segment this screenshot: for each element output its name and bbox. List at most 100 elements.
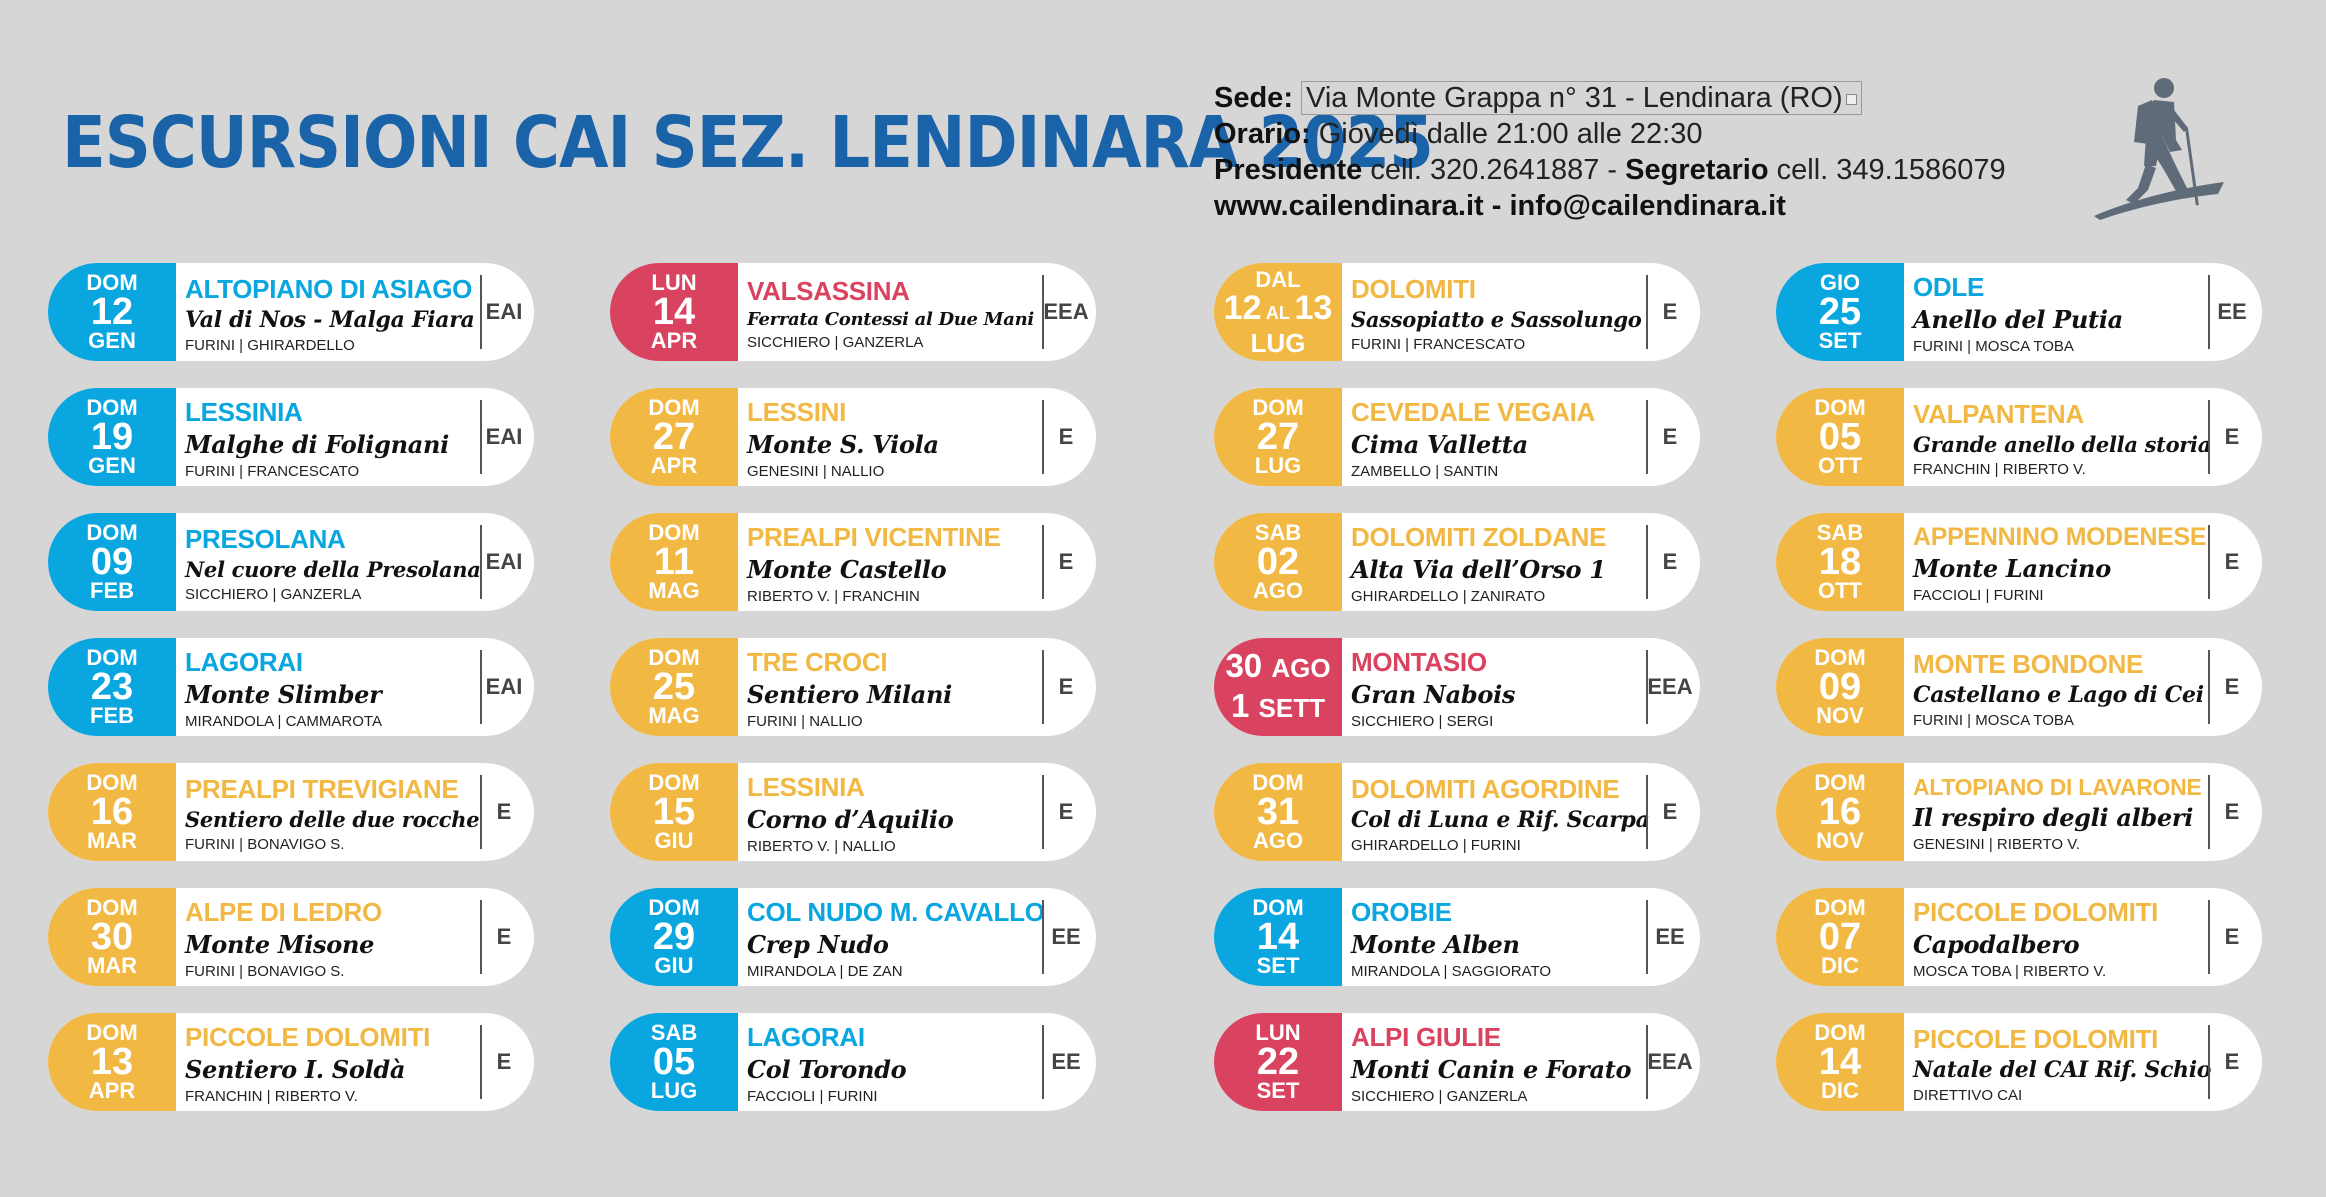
event-day-end: 13 [1294, 288, 1333, 327]
event-area: COL NUDO M. CAVALLO [747, 897, 1045, 927]
event-leaders: MOSCA TOBA | RIBERTO V. [1913, 963, 2107, 980]
event-card: DOM 19 GEN LESSINIA Malghe di Folignani FURIN… [48, 388, 534, 486]
event-area: DOLOMITI [1351, 274, 1476, 304]
event-date-badge: DOM 25 MAG [610, 638, 738, 736]
event-date-badge: LUN 14 APR [610, 263, 738, 361]
event-area: LESSINI [747, 397, 847, 427]
event-dow: DAL [1255, 266, 1301, 292]
event-leaders: FURINI | MOSCA TOBA [1913, 711, 2074, 729]
event-day: 13 [90, 1041, 134, 1083]
event-details: ODLE Anello del Putia FURINI | MOSCA TOBA [1904, 263, 2208, 361]
event-date-badge: DOM 16 MAR [48, 763, 176, 861]
event-day: 30 [90, 916, 134, 958]
event-card: DOM 16 MAR PREALPI TREVIGIANE Sentiero delle… [48, 763, 534, 861]
event-date-badge: 30 AGO 1 SETT [1214, 638, 1342, 736]
event-month: SET [1818, 328, 1862, 353]
presidente-label: Presidente [1214, 154, 1363, 186]
event-month: SET [1256, 953, 1300, 978]
event-area: ODLE [1913, 272, 1985, 302]
event-route: Monte Castello [747, 555, 947, 584]
event-day: 09 [1818, 666, 1862, 708]
event-area: DOLOMITI AGORDINE [1351, 773, 1620, 804]
event-day: 27 [1256, 416, 1300, 458]
event-card: DOM 27 LUG CEVEDALE VEGAIA Cima Valletta ZAMB… [1214, 388, 1700, 486]
event-leaders: SICCHIERO | GANZERLA [747, 334, 924, 351]
event-card-body: DOM 14 DIC PICCOLE DOLOMITI Natale del CAI R… [1776, 1013, 2262, 1111]
event-details: MONTE BONDONE Castellano e Lago di Cei FUR… [1904, 638, 2208, 736]
event-day: 31 [1256, 791, 1300, 833]
event-dow: DOM [86, 645, 138, 670]
event-date-badge: DOM 16 NOV [1776, 763, 1904, 861]
event-dow: DOM [1814, 895, 1866, 920]
event-date-badge: DOM 30 MAR [48, 888, 176, 986]
event-date-badge: DOM 07 DIC [1776, 888, 1904, 986]
website-link[interactable]: www.cailendinara.it - info@cailendinara.… [1214, 190, 1786, 222]
event-card-body: DOM 23 FEB LAGORAI Monte Slimber MIRANDOLA | … [48, 638, 534, 736]
event-month: AGO [1252, 828, 1304, 853]
event-details: PRESOLANA Nel cuore della Presolana SICCHI… [176, 513, 481, 611]
event-leaders: FACCIOLI | FURINI [747, 1088, 878, 1105]
event-card-body: SAB 02 AGO DOLOMITI ZOLDANE Alta Via dell’Or… [1214, 513, 1700, 611]
event-card: DOM 09 NOV MONTE BONDONE Castellano e Lago d… [1776, 638, 2262, 736]
sede-value: Via Monte Grappa n° 31 - Lendinara (RO) [1306, 82, 1843, 114]
event-date-badge: DOM 14 SET [1214, 888, 1342, 986]
event-card: DOM 05 OTT VALPANTENA Grande anello della st… [1776, 388, 2262, 486]
event-month: AGO [1252, 578, 1304, 603]
event-month: APR [650, 328, 698, 353]
event-difficulty: EAI [480, 650, 534, 724]
event-day: 23 [90, 666, 134, 708]
sede-row: Sede: Via Monte Grappa n° 31 - Lendinara… [1214, 80, 2034, 116]
event-day: 02 [1256, 541, 1300, 583]
event-difficulty: EAI [480, 275, 534, 349]
event-area: PICCOLE DOLOMITI [1913, 897, 2159, 927]
event-details: DOLOMITI Sassopiatto e Sassolungo FURINI |… [1342, 263, 1646, 361]
event-route: Monte Slimber [185, 680, 382, 709]
event-difficulty: E [480, 1025, 534, 1099]
event-details: OROBIE Monte Alben MIRANDOLA | SAGGIORATO [1342, 888, 1646, 986]
event-card-body: DOM 05 OTT VALPANTENA Grande anello della st… [1776, 388, 2262, 486]
event-leaders: FURINI | FRANCESCATO [1351, 336, 1526, 353]
event-route: Monte S. Viola [747, 430, 939, 459]
event-card: LUN 14 APR VALSASSINA Ferrata Contessi al Du… [610, 263, 1096, 361]
event-month: LUG [1250, 327, 1306, 358]
event-day: 16 [90, 791, 134, 833]
event-card: DOM 27 APR LESSINI Monte S. Viola GENESINI | … [610, 388, 1096, 486]
event-month: OTT [1818, 578, 1862, 603]
event-details: ALPI GIULIE Monti Canin e Forato SICCHIERO… [1342, 1013, 1646, 1111]
event-leaders: ZAMBELLO | SANTIN [1351, 463, 1499, 480]
event-card: GIO 25 SET ODLE Anello del Putia FURINI | MOS… [1776, 263, 2262, 361]
event-card-body: DOM 30 MAR ALPE DI LEDRO Monte Misone FURINI … [48, 888, 534, 986]
event-area: CEVEDALE VEGAIA [1351, 397, 1595, 427]
event-route: Cima Valletta [1351, 430, 1528, 459]
event-area: ALPE DI LEDRO [185, 897, 382, 927]
event-route: Gran Nabois [1351, 680, 1516, 709]
event-area: APPENNINO MODENESE [1913, 523, 2207, 551]
event-date-badge: DOM 31 AGO [1214, 763, 1342, 861]
event-card-body: DOM 15 GIU LESSINIA Corno d’Aquilio RIBERTO V… [610, 763, 1096, 861]
event-difficulty: EE [2208, 275, 2262, 349]
page-title: ESCURSIONI CAI SEZ. LENDINARA 2025 [62, 102, 1434, 185]
event-dow: DOM [86, 395, 138, 420]
event-route: Crep Nudo [747, 930, 889, 959]
event-details: ALTOPIANO DI ASIAGO Val di Nos - Malga Fi… [176, 263, 480, 361]
event-dow: DOM [86, 1020, 138, 1045]
event-card-body: DOM 19 GEN LESSINIA Malghe di Folignani FURIN… [48, 388, 534, 486]
event-dow: DOM [1814, 395, 1866, 420]
event-date-badge: DOM 12 GEN [48, 263, 176, 361]
event-difficulty: E [2208, 525, 2262, 599]
event-card-body: SAB 18 OTT APPENNINO MODENESE Monte Lancino F… [1776, 513, 2262, 611]
event-area: OROBIE [1351, 897, 1452, 927]
event-leaders: SICCHIERO | GANZERLA [1351, 1088, 1528, 1105]
event-route: Ferrata Contessi al Due Mani [747, 309, 1034, 330]
event-area: TRE CROCI [747, 647, 888, 677]
event-route: Sentiero I. Soldà [185, 1055, 406, 1084]
event-difficulty: EE [1042, 900, 1096, 974]
event-area: LESSINIA [185, 397, 303, 427]
event-day-sep: AL [1265, 302, 1290, 323]
event-area: DOLOMITI ZOLDANE [1351, 522, 1607, 552]
event-route: Grande anello della storia [1913, 432, 2212, 457]
event-card: SAB 18 OTT APPENNINO MODENESE Monte Lancino F… [1776, 513, 2262, 611]
event-dow: DOM [648, 645, 700, 670]
event-date-badge: DAL 12 AL 13 LUG [1214, 263, 1342, 361]
event-leaders: RIBERTO V. | FRANCHIN [747, 588, 920, 605]
